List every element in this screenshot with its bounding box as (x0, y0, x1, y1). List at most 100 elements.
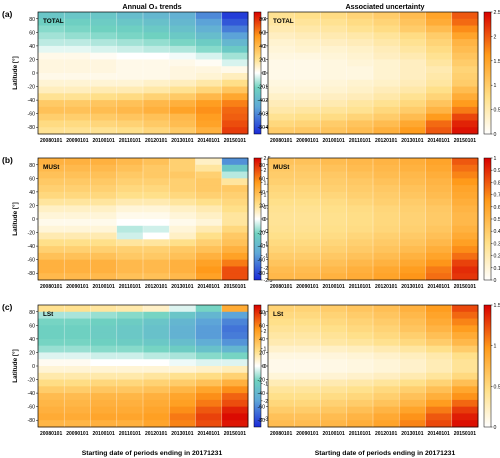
heatmap-cell (38, 413, 65, 421)
heatmap-cell (64, 164, 91, 172)
heatmap-cell (116, 171, 144, 179)
heatmap-cell (116, 212, 144, 220)
heatmap-cell (195, 232, 223, 240)
heatmap-cell (373, 205, 400, 213)
heatmap-cell (64, 178, 91, 186)
heatmap-cell (169, 393, 196, 401)
heatmap-cell (64, 66, 91, 74)
heatmap-cell (399, 205, 426, 213)
heatmap-cell (221, 198, 249, 206)
heatmap-cell (90, 106, 118, 115)
heatmap-cell (116, 66, 144, 74)
colorbar-tick-label: -3 (264, 416, 269, 422)
colorbar-tick-label: -1 (264, 241, 269, 247)
heatmap-cell (64, 386, 91, 394)
heatmap-cell (116, 386, 144, 394)
heatmap-cell (399, 178, 426, 186)
heatmap-cell (451, 66, 479, 74)
heatmap-cell (38, 372, 65, 380)
y-tick-label: 0 (262, 364, 265, 370)
x-tick-label: 20140101 (428, 138, 450, 144)
heatmap-cell (373, 45, 400, 54)
heatmap-cell (346, 420, 374, 428)
colorbar-tick-label: 0.3 (494, 241, 500, 247)
heatmap-cell (373, 219, 400, 227)
heatmap-cell (346, 332, 374, 340)
heatmap-cell (169, 259, 196, 267)
heatmap-cell (90, 413, 118, 421)
x-tick-label: 20150101 (454, 284, 476, 290)
heatmap-cell (221, 191, 249, 200)
heatmap-cell (143, 39, 170, 47)
heatmap-cell (451, 45, 479, 54)
heatmap-cell (38, 164, 65, 172)
heatmap-cell (346, 273, 374, 281)
heatmap-cell (38, 205, 65, 213)
heatmap-cell (38, 100, 65, 108)
heatmap-cell (294, 406, 321, 414)
heatmap-cell (221, 25, 249, 33)
heatmap-cell (169, 79, 196, 87)
heatmap-cell (143, 366, 170, 374)
heatmap-cell (451, 198, 479, 206)
heatmap-cell (38, 273, 65, 281)
heatmap-cell (373, 311, 400, 319)
colorbar-tick-label: -2 (264, 98, 269, 104)
y-tick-label: -80 (28, 271, 36, 277)
heatmap-cell (294, 252, 321, 261)
heatmap-cell (399, 52, 426, 60)
heatmap-cell (346, 191, 374, 200)
heatmap-cell (346, 79, 374, 87)
x-tick-label: 20150101 (224, 138, 246, 144)
heatmap-cell (268, 205, 295, 213)
heatmap-cell (143, 325, 170, 333)
colorbar-tick-label: 0.1 (494, 266, 500, 272)
heatmap-cell (38, 406, 65, 414)
y-tick-label: -20 (28, 378, 36, 384)
heatmap-cell (373, 93, 400, 101)
heatmap-cell (116, 366, 144, 374)
heatmap-cell (38, 158, 65, 166)
x-tick-label: 20130101 (171, 138, 193, 144)
heatmap-cell (451, 338, 479, 347)
heatmap-cell (195, 205, 223, 213)
heatmap-cell (90, 393, 118, 401)
heatmap-cell (221, 93, 249, 101)
heatmap-cell (38, 325, 65, 333)
heatmap-cell (346, 100, 374, 108)
heatmap-cell (143, 219, 170, 227)
heatmap-cell (221, 127, 249, 135)
heatmap-cell (90, 399, 118, 408)
heatmap-cell (373, 413, 400, 421)
heatmap-cell (143, 86, 170, 94)
heatmap-cell (268, 52, 295, 60)
heatmap-cell (38, 171, 65, 179)
heatmap-cell (64, 325, 91, 333)
heatmap-cell (268, 79, 295, 87)
heatmap-cell (346, 12, 374, 20)
y-tick-label: -80 (28, 418, 36, 424)
heatmap-cell (425, 305, 453, 313)
heatmap-cell (116, 305, 144, 313)
heatmap-cell (90, 191, 118, 200)
heatmap-cell (90, 120, 118, 128)
heatmap-cell (399, 79, 426, 87)
heatmap-cell (373, 420, 400, 428)
heatmap-cell (143, 305, 170, 313)
y-tick-label: -60 (258, 112, 266, 118)
colorbar-tick-label: 0 (264, 71, 267, 77)
heatmap-cell (346, 379, 374, 387)
heatmap-cell (221, 399, 249, 408)
heatmap-cell (294, 359, 321, 367)
heatmap-cell (90, 379, 118, 387)
heatmap-cell (143, 338, 170, 347)
heatmap-cell (221, 113, 249, 121)
heatmap-cell (221, 252, 249, 261)
heatmap-cell (195, 66, 223, 74)
heatmap-cell (143, 59, 170, 67)
heatmap-cell (320, 338, 348, 347)
heatmap-cell (64, 332, 91, 340)
heatmap-cell (38, 345, 65, 353)
heatmap-cell (294, 79, 321, 87)
heatmap-cell (143, 79, 170, 87)
